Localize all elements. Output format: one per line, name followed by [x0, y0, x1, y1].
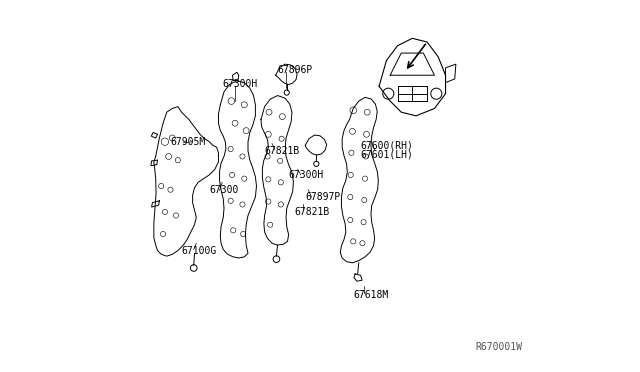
Text: 67601(LH): 67601(LH): [360, 150, 413, 160]
Text: 67821B: 67821B: [264, 146, 300, 156]
Text: 67300: 67300: [209, 185, 239, 195]
Text: 67897P: 67897P: [305, 192, 340, 202]
Text: 67821B: 67821B: [294, 207, 330, 217]
Text: 67300H: 67300H: [222, 80, 257, 89]
Text: R670001W: R670001W: [475, 341, 522, 352]
Text: 67618M: 67618M: [353, 290, 388, 300]
Text: 67300H: 67300H: [289, 170, 324, 180]
Text: 67896P: 67896P: [278, 65, 313, 75]
Text: 67100G: 67100G: [182, 246, 217, 256]
Text: 67600(RH): 67600(RH): [360, 140, 413, 150]
Text: 67905M: 67905M: [170, 137, 205, 147]
